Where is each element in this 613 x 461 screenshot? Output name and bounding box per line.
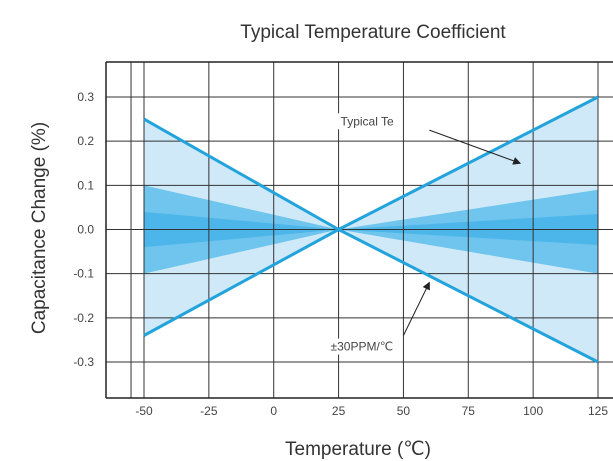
- y-tick-label-4: -0.1: [73, 267, 94, 281]
- x-tick-label-4: 50: [397, 404, 411, 418]
- ppm-arrow: [402, 281, 430, 336]
- series-lines: [143, 95, 599, 364]
- y-tick-label-0: 0.3: [77, 90, 94, 104]
- x-axis-label: Temperature (℃): [285, 439, 431, 460]
- typical-te-label: Typical Te: [341, 114, 394, 128]
- y-tick-label-3: 0.0: [77, 223, 94, 237]
- y-axis-label: Capacitance Change (%): [29, 122, 50, 334]
- y-tick-label-6: -0.3: [73, 355, 94, 369]
- x-tick-label-5: 75: [462, 404, 476, 418]
- y-tick-label-5: -0.2: [73, 311, 94, 325]
- gridlines: [106, 62, 613, 398]
- typical-te-label-bg: [337, 113, 397, 130]
- x-tick-label-3: 25: [332, 404, 346, 418]
- annotations: Typical Te ±30PPM/℃: [327, 113, 522, 355]
- ppm-label-bg: [327, 338, 397, 355]
- y-tick-label-1: 0.2: [77, 134, 94, 148]
- x-tick-label-0: -50: [135, 404, 153, 418]
- x-tick-label-6: 100: [523, 404, 543, 418]
- ppm-label: ±30PPM/℃: [331, 340, 394, 354]
- typical-te-arrow: [429, 129, 522, 165]
- series-line-1: [143, 95, 599, 337]
- x-tick-label-7: 125: [588, 404, 608, 418]
- y-axis-ticks: 0.3 0.2 0.1 0.0 -0.1 -0.2 -0.3: [73, 90, 94, 369]
- y-tick-label-2: 0.1: [77, 178, 94, 192]
- x-tick-label-1: -25: [200, 404, 218, 418]
- chart-title: Typical Temperature Coefficient: [240, 22, 506, 43]
- x-tick-label-2: 0: [270, 404, 277, 418]
- x-axis-ticks: -50 -25 0 25 50 75 100 125: [135, 404, 608, 418]
